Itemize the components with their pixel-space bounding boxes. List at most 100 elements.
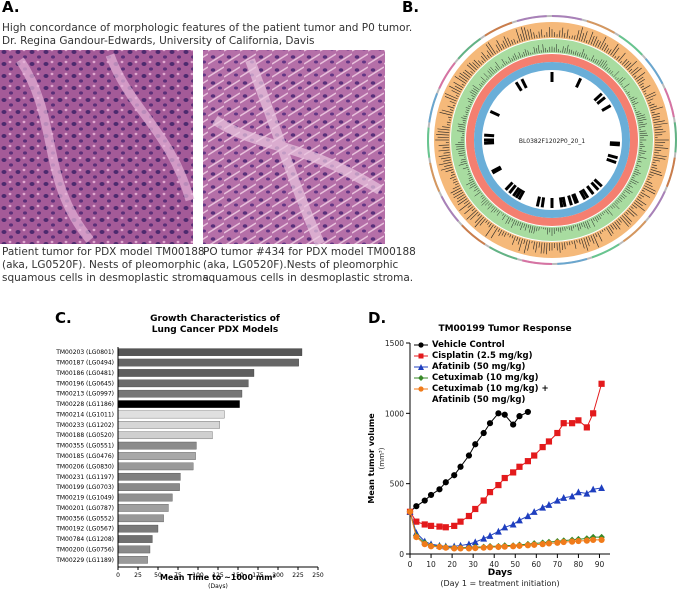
track-spike xyxy=(596,215,600,221)
track-spike xyxy=(523,27,528,41)
track-spike xyxy=(483,73,490,79)
track-spike xyxy=(610,43,619,56)
track-spike xyxy=(441,109,453,114)
track-spike xyxy=(583,31,588,43)
legend-marker xyxy=(418,353,424,359)
track-spike xyxy=(618,218,622,223)
stroma xyxy=(212,58,383,247)
track-spike xyxy=(619,77,626,84)
point xyxy=(442,524,449,531)
track-spike xyxy=(610,205,614,209)
legend-marker xyxy=(418,375,424,381)
track-spike xyxy=(637,118,647,122)
track-spike xyxy=(453,81,464,89)
legend-swatch xyxy=(414,342,428,348)
track-spike xyxy=(511,236,516,245)
track-spike xyxy=(458,75,468,82)
y-tick-label: TM00213 (LG0997) xyxy=(55,391,114,398)
track-spike xyxy=(638,156,647,159)
track-spike xyxy=(578,52,581,57)
track-spike xyxy=(623,191,626,194)
track-spike xyxy=(459,154,466,157)
track-spike xyxy=(576,30,580,41)
point xyxy=(436,523,443,530)
track-spike xyxy=(594,59,598,64)
track-spike xyxy=(629,180,637,185)
track-spike xyxy=(588,58,591,61)
track-spike xyxy=(487,70,493,76)
track-spike xyxy=(507,233,509,236)
ideogram-band xyxy=(428,92,439,123)
track-spike xyxy=(649,173,654,177)
track-spike xyxy=(634,170,641,174)
point xyxy=(545,438,553,445)
track-spike xyxy=(474,191,481,197)
track-spike xyxy=(614,201,619,205)
point xyxy=(560,494,568,501)
point xyxy=(583,489,591,497)
track-spike xyxy=(527,224,530,229)
point xyxy=(583,424,590,431)
track-spike xyxy=(521,27,526,41)
track-spike xyxy=(467,98,474,102)
x-tick-label: 150 xyxy=(232,572,244,579)
track-spike xyxy=(452,178,457,181)
track-spike xyxy=(501,58,506,66)
track-spike xyxy=(502,214,506,221)
chart-title: TM00199 Tumor Response xyxy=(438,324,571,334)
track-spike xyxy=(527,29,531,40)
track-spike xyxy=(631,176,635,179)
track-spike xyxy=(454,76,467,84)
track-spike xyxy=(471,94,476,98)
track-spike xyxy=(445,169,454,173)
track-spike xyxy=(524,49,528,56)
track-spike xyxy=(578,27,583,41)
track-spike xyxy=(491,205,494,209)
track-spike xyxy=(481,193,483,195)
track-spike xyxy=(601,42,607,51)
track-spike xyxy=(594,216,598,223)
track-spike xyxy=(438,149,450,152)
track-spike xyxy=(620,194,626,199)
track-spike xyxy=(651,113,660,116)
legend-entry: Afatinib (50 mg/kg) xyxy=(414,362,564,373)
track-spike xyxy=(440,157,451,160)
sv-bar xyxy=(504,181,514,191)
track-spike xyxy=(628,96,631,98)
point xyxy=(457,518,464,525)
track-spike xyxy=(516,40,519,43)
point xyxy=(465,512,473,520)
ideogram-band xyxy=(673,122,677,153)
track-spike xyxy=(538,242,540,248)
track-spike xyxy=(496,50,498,53)
x-tick-label: 0 xyxy=(116,572,120,579)
ideogram-band xyxy=(516,15,547,22)
y-tick-label: TM00356 (LG0552) xyxy=(55,515,114,522)
track-spike xyxy=(437,128,450,131)
track-spike xyxy=(653,154,667,158)
track-spike xyxy=(620,83,623,86)
track-spike xyxy=(450,187,461,194)
point xyxy=(575,417,582,424)
track-spike xyxy=(610,71,614,75)
track-spike xyxy=(515,29,521,43)
stroma xyxy=(16,53,195,243)
track-spike xyxy=(501,212,503,214)
track-spike xyxy=(626,91,630,94)
x-tick-label: 125 xyxy=(212,572,224,579)
track-spike xyxy=(576,224,580,231)
track-spike xyxy=(592,217,595,222)
track-spike xyxy=(459,72,469,80)
y-tick-label: TM00199 (LG0703) xyxy=(55,484,114,491)
track-spike xyxy=(470,211,479,220)
track-spike xyxy=(564,242,566,250)
track-spike xyxy=(444,93,458,100)
ideogram-band xyxy=(663,88,675,118)
point xyxy=(427,522,435,529)
y-tick-label: TM00206 (LG0830) xyxy=(55,463,114,470)
track-spike xyxy=(576,239,578,243)
track-spike xyxy=(614,221,621,230)
caption: (aka, LG0520F). Nests of pleomorphic xyxy=(2,259,201,271)
track-spike xyxy=(498,229,503,237)
track-spike xyxy=(490,227,498,239)
